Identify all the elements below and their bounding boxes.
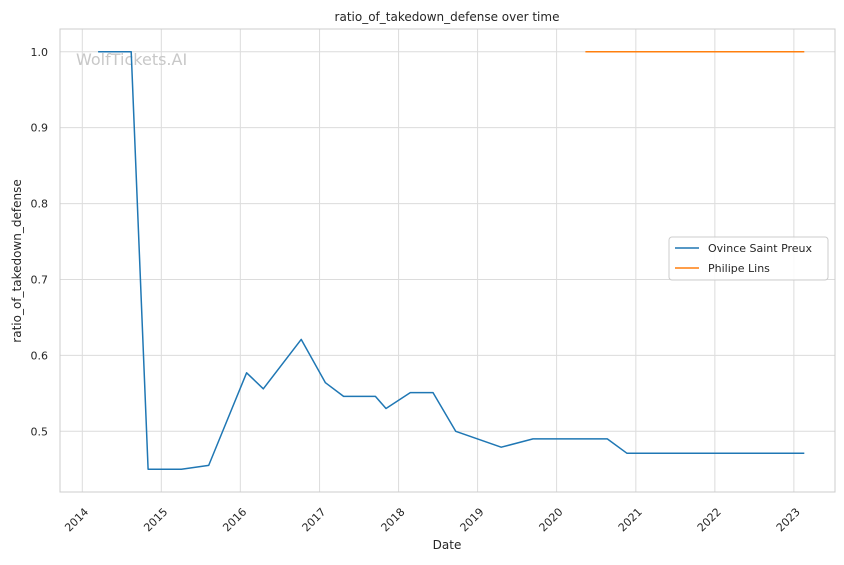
y-axis-ticks: 0.5 0.6 0.7 0.8 0.9 1.0 [31,46,49,439]
plot-frame [59,28,836,493]
chart-title: ratio_of_takedown_defense over time [335,10,560,24]
y-axis-label: ratio_of_takedown_defense [10,179,24,342]
x-axis-label: Date [433,538,462,552]
series-line-ovince-saint-preux [98,51,805,470]
y-tick-label: 0.6 [31,349,49,362]
y-tick-label: 0.5 [31,425,49,438]
y-tick-label: 0.7 [31,273,49,286]
y-tick-label: 1.0 [31,46,49,59]
legend-label-philipe-lins: Philipe Lins [708,262,770,275]
legend: Ovince Saint Preux Philipe Lins [668,236,829,281]
legend-box [668,236,829,281]
series-lines [98,51,805,470]
y-tick-label: 0.8 [31,198,49,211]
legend-label-ovince-saint-preux: Ovince Saint Preux [708,242,813,255]
y-tick-label: 0.9 [31,122,49,135]
